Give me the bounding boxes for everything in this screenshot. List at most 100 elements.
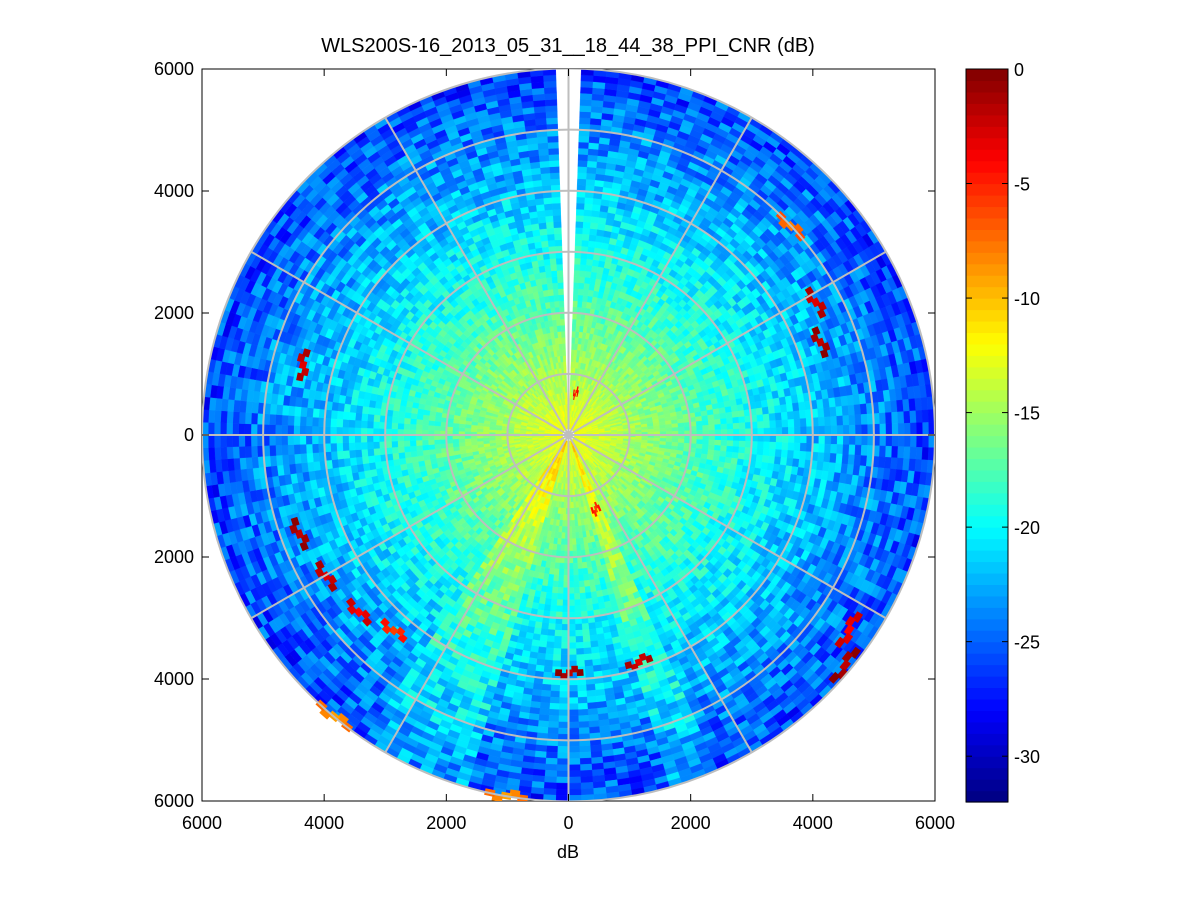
- heatmap-cell: [409, 418, 417, 425]
- heatmap-cell: [714, 424, 722, 431]
- heatmap-cell: [586, 604, 594, 612]
- heatmap-cell: [575, 531, 580, 539]
- heatmap-cell: [719, 450, 727, 458]
- heatmap-cell: [708, 439, 716, 446]
- heatmap-cell: [566, 404, 568, 411]
- heatmap-cell: [552, 282, 559, 290]
- heatmap-cell: [557, 276, 564, 283]
- heatmap-cell: [562, 349, 566, 357]
- heatmap-cell: [579, 592, 586, 600]
- heatmap-cell: [476, 440, 484, 445]
- heatmap-cell: [574, 519, 579, 527]
- heatmap-cell: [702, 439, 710, 446]
- heatmap-cell: [410, 450, 418, 458]
- heatmap-cell: [415, 418, 423, 426]
- heatmap-cell: [707, 444, 715, 451]
- heatmap-cell: [434, 448, 442, 454]
- heatmap-cell: [585, 264, 593, 272]
- heatmap-cell: [677, 438, 685, 444]
- heatmap-cell: [556, 318, 562, 326]
- heatmap-cell: [737, 410, 745, 418]
- heatmap-cell: [570, 507, 575, 515]
- heatmap-cell: [551, 270, 558, 278]
- heatmap-cell: [707, 414, 715, 421]
- heatmap-cell: [571, 337, 576, 344]
- heatmap-cell: [572, 318, 577, 326]
- heatmap-cell: [470, 427, 478, 433]
- heatmap-cell: [561, 337, 566, 344]
- heatmap-cell: [452, 438, 460, 444]
- heatmap-cell: [578, 580, 585, 588]
- heatmap-cell: [577, 300, 583, 308]
- heatmap-cell: [538, 265, 546, 273]
- heatmap-cell: [428, 444, 436, 450]
- heatmap-cell: [726, 417, 734, 425]
- heatmap-cell: [571, 538, 577, 546]
- heatmap-cell: [696, 425, 704, 431]
- heatmap-cell: [725, 411, 733, 419]
- heatmap-cell: [707, 419, 715, 426]
- heatmap-cell: [404, 411, 412, 419]
- heatmap-cell: [415, 444, 423, 452]
- heatmap-cell: [671, 427, 679, 432]
- heatmap-cell: [397, 440, 405, 448]
- heatmap-cell: [403, 440, 411, 447]
- heatmap-cell: [572, 568, 579, 576]
- heatmap-cell: [392, 410, 400, 418]
- heatmap-cell: [579, 264, 587, 272]
- heatmap-cell: [543, 258, 551, 266]
- heatmap-cell: [552, 580, 559, 588]
- heatmap-cell: [659, 437, 667, 443]
- heatmap-cell: [720, 445, 728, 452]
- heatmap-cell: [591, 597, 599, 605]
- chart-title: WLS200S-16_2013_05_31__18_44_38_PPI_CNR …: [321, 35, 815, 57]
- heatmap-cell: [726, 423, 734, 430]
- heatmap-cell: [573, 580, 580, 588]
- heatmap-cell: [701, 444, 709, 450]
- heatmap-cell: [577, 294, 584, 302]
- heatmap-cell: [575, 538, 581, 545]
- heatmap-cell: [546, 276, 553, 285]
- heatmap-cell: [404, 456, 413, 464]
- heatmap-cell: [458, 438, 466, 443]
- heatmap-cell: [572, 300, 579, 308]
- heatmap-cell: [730, 405, 739, 413]
- heatmap-cell: [579, 598, 587, 606]
- heatmap-cell: [554, 300, 560, 308]
- heatmap-cell: [551, 592, 558, 600]
- heatmap-cell: [544, 598, 552, 606]
- heatmap-cell: [731, 451, 739, 460]
- heatmap-cell: [427, 439, 435, 446]
- heatmap-cell: [574, 599, 581, 607]
- heatmap-cell: [578, 288, 585, 296]
- heatmap-cell: [482, 437, 490, 442]
- heatmap-cell: [586, 258, 594, 266]
- heatmap-cell: [574, 263, 581, 271]
- heatmap-cell: [719, 412, 727, 420]
- heatmap-cell: [572, 562, 579, 570]
- heatmap-cell: [552, 288, 559, 296]
- heatmap-cell: [738, 446, 746, 454]
- heatmap-cell: [565, 398, 568, 405]
- heatmap-cell: [464, 427, 472, 432]
- heatmap-cell: [558, 288, 564, 296]
- heatmap-cell: [720, 423, 728, 430]
- heatmap-cell: [577, 568, 584, 576]
- heatmap-cell: [558, 300, 565, 308]
- heatmap-cell: [738, 416, 746, 424]
- heatmap-cell: [560, 324, 566, 332]
- heatmap-cell: [392, 452, 400, 460]
- heatmap-cell: [560, 544, 565, 552]
- heatmap-cell: [714, 418, 722, 426]
- heatmap-cell: [556, 269, 564, 277]
- heatmap-cell: [557, 580, 564, 588]
- heatmap-cell: [738, 440, 746, 448]
- heatmap-cell: [561, 526, 566, 533]
- heatmap-cell: [653, 425, 661, 430]
- heatmap-cell: [422, 449, 430, 456]
- heatmap-cell: [556, 599, 563, 607]
- heatmap-cell: [587, 573, 595, 581]
- heatmap-cell: [726, 445, 734, 453]
- heatmap-cell: [731, 410, 739, 419]
